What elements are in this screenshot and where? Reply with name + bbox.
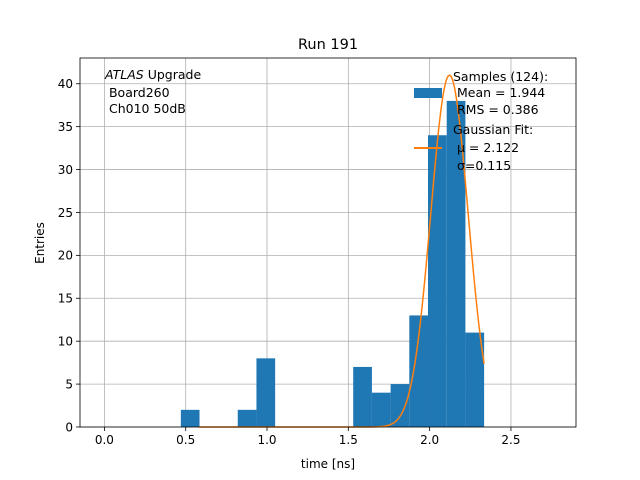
y-tick-label: 15 [58, 292, 73, 306]
y-tick-label: 5 [65, 377, 73, 391]
legend-samples-line2: Mean = 1.944 [453, 85, 545, 100]
legend-samples-line1: Samples (124): [453, 69, 548, 84]
grid [80, 58, 576, 428]
x-tick-label: 1.5 [339, 433, 358, 447]
x-tick-label: 2.5 [501, 433, 520, 447]
plot-frame [79, 57, 577, 428]
legend-fit-line3: σ=0.115 [453, 158, 511, 173]
legend-samples-line3: RMS = 0.386 [453, 102, 539, 117]
x-tick-label: 1.0 [257, 433, 276, 447]
y-tick-label: 35 [58, 120, 73, 134]
histogram-bar [371, 392, 391, 427]
atlas-label: ATLAS [104, 67, 144, 82]
svg-text:ATLAS Upgrade: ATLAS Upgrade [104, 67, 201, 82]
legend: Samples (124): Mean = 1.944 RMS = 0.386 … [414, 69, 548, 173]
y-tick-label: 0 [65, 420, 73, 434]
histogram-bars [180, 100, 485, 428]
x-tick-label: 0.5 [176, 433, 195, 447]
histogram-bar [180, 409, 200, 427]
histogram-bar [256, 358, 276, 427]
histogram-bar [428, 135, 447, 428]
y-axis-label: Entries [33, 222, 47, 264]
chart-title: Run 191 [298, 37, 358, 53]
y-tick-label: 40 [58, 77, 73, 91]
upgrade-label: Upgrade [144, 67, 202, 82]
x-tick-label: 2.0 [420, 433, 439, 447]
x-axis-ticks: 0.0 0.5 1.0 1.5 2.0 2.5 [95, 427, 520, 447]
legend-fit-line2: μ = 2.122 [453, 140, 519, 155]
y-tick-label: 20 [58, 249, 73, 263]
atlas-annotation: ATLAS Upgrade Board260 Ch010 50dB [104, 67, 201, 116]
board-label: Board260 [105, 85, 170, 100]
y-tick-label: 10 [58, 334, 73, 348]
y-tick-label: 30 [58, 163, 73, 177]
histogram-bar [409, 315, 429, 427]
y-tick-label: 25 [58, 206, 73, 220]
legend-samples-patch [414, 88, 442, 98]
y-axis-ticks: 0 5 10 15 20 25 30 35 40 [58, 77, 80, 434]
x-tick-label: 0.0 [95, 433, 114, 447]
histogram-bar [446, 100, 466, 427]
histogram-bar [390, 384, 410, 427]
histogram-bar [353, 366, 372, 427]
histogram-bar [465, 332, 485, 427]
x-axis-label: time [ns] [301, 457, 355, 471]
histogram-bar [237, 409, 257, 427]
legend-fit-line1: Gaussian Fit: [453, 122, 533, 137]
channel-label: Ch010 50dB [105, 101, 186, 116]
